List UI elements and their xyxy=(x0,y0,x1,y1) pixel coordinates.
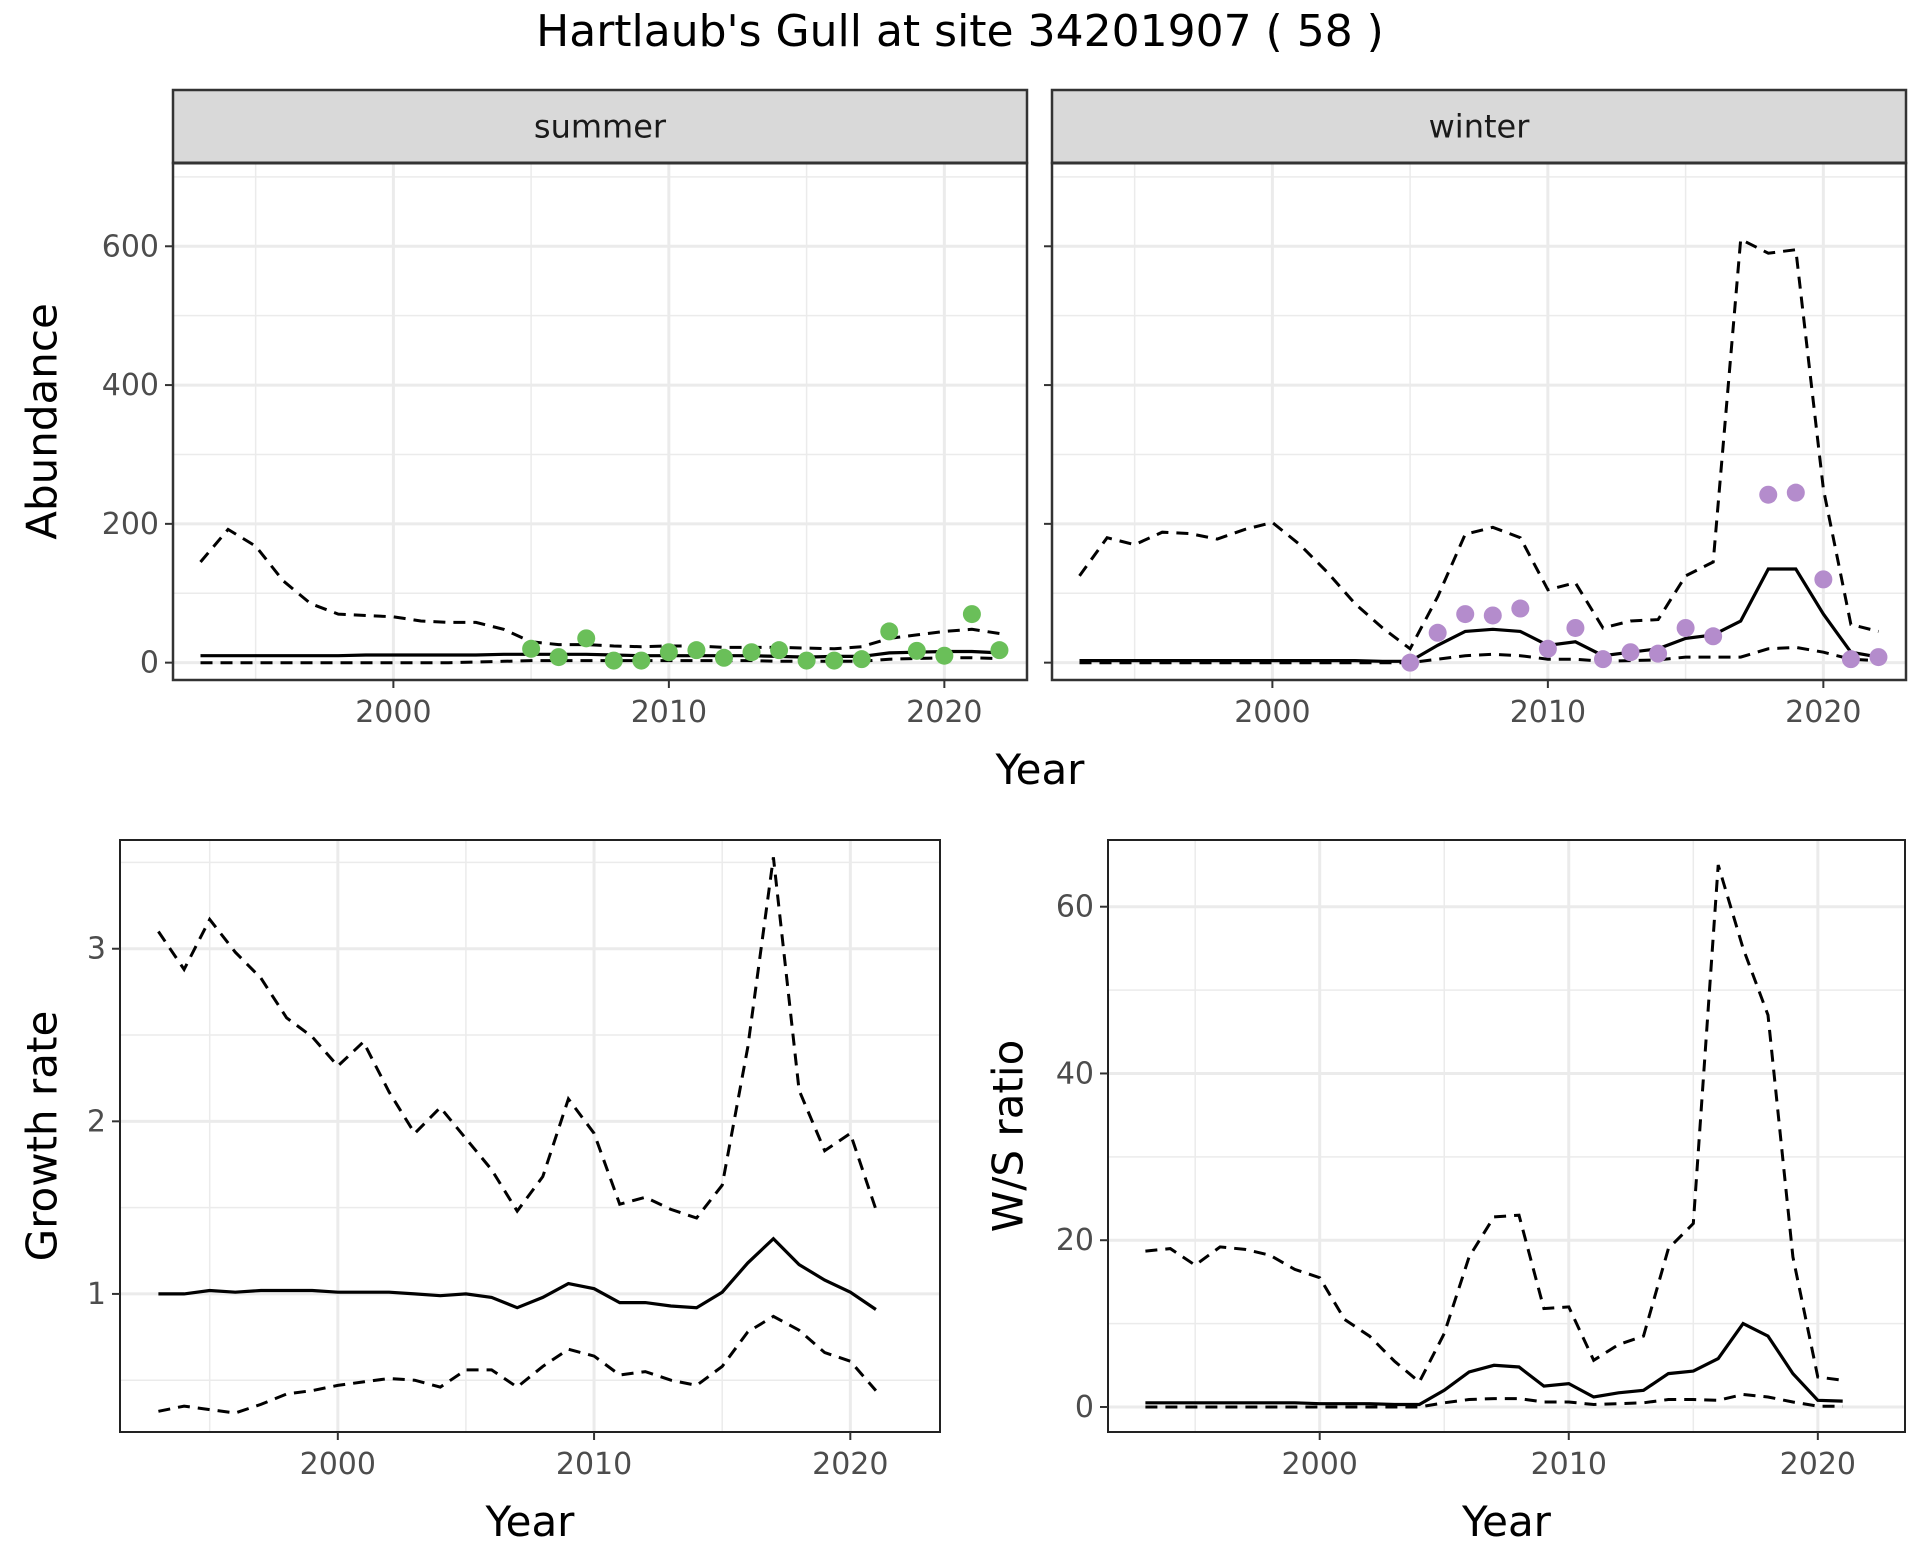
observed-point xyxy=(1841,650,1860,669)
upper-bound-line xyxy=(1078,236,1879,652)
panel-border xyxy=(1107,839,1906,1433)
observed-point xyxy=(1704,627,1723,646)
plot-background xyxy=(1052,163,1906,680)
x-tick-label: 2000 xyxy=(355,695,431,730)
y-axis-title: W/S ratio xyxy=(984,1040,1033,1233)
facet-strip-label: summer xyxy=(534,108,667,146)
observed-point xyxy=(1649,644,1668,663)
observed-point xyxy=(687,641,706,660)
y-tick-label: 200 xyxy=(102,507,159,542)
observed-point xyxy=(1593,650,1612,669)
x-tick-label: 2000 xyxy=(1234,695,1310,730)
observed-point xyxy=(659,643,678,662)
lower-bound-line xyxy=(1145,1392,1843,1409)
y-tick-label: 400 xyxy=(102,368,159,403)
estimate-line xyxy=(1079,567,1879,663)
observed-point xyxy=(604,651,623,670)
top-row-x-axis-title: Year xyxy=(995,745,1086,794)
y-axis-title: Growth rate xyxy=(18,1011,67,1262)
figure-title: Hartlaub's Gull at site 34201907 ( 58 ) xyxy=(536,6,1384,57)
upper-bound-line xyxy=(1145,864,1843,1385)
observed-point xyxy=(880,622,899,641)
y-tick-label: 1 xyxy=(87,1277,106,1312)
observed-point xyxy=(825,651,844,670)
x-tick-label: 2020 xyxy=(906,695,982,730)
observed-point xyxy=(797,651,816,670)
x-axis-title: Year xyxy=(1461,1497,1552,1546)
plot-background xyxy=(1108,840,1905,1432)
facet-strip xyxy=(171,88,1029,165)
observed-point xyxy=(1786,483,1805,502)
x-tick-label: 2010 xyxy=(631,695,707,730)
plot-background xyxy=(173,163,1027,680)
y-tick-label: 60 xyxy=(1056,890,1094,925)
estimate-line xyxy=(158,1236,877,1311)
observed-point xyxy=(1511,599,1530,618)
observed-point xyxy=(1869,648,1888,667)
x-tick-label: 2020 xyxy=(812,1447,888,1482)
observed-point xyxy=(1566,618,1585,637)
observed-point xyxy=(632,651,651,670)
observed-point xyxy=(742,643,761,662)
panel-border xyxy=(119,839,941,1433)
x-tick-label: 2010 xyxy=(1531,1447,1607,1482)
observed-point xyxy=(852,650,871,669)
observed-point xyxy=(1456,605,1475,624)
lower-bound-line xyxy=(1079,645,1879,665)
observed-point xyxy=(714,648,733,667)
growth-rate-panel: 2000 2010 2020 1 2 3 Growth rate Year xyxy=(18,839,941,1546)
y-axis-title: Abundance xyxy=(18,303,67,540)
observed-point xyxy=(1538,639,1557,658)
winter-abundance-panel: winter 2000 2010 2020 xyxy=(1044,88,1908,730)
x-axis-title: Year xyxy=(485,1497,576,1546)
estimate-line xyxy=(1145,1321,1843,1407)
observed-point xyxy=(1621,643,1640,662)
facet-strip-label: winter xyxy=(1429,108,1531,146)
observed-point xyxy=(1428,623,1447,642)
observed-point xyxy=(770,641,789,660)
x-tick-label: 2010 xyxy=(1510,695,1586,730)
observed-point xyxy=(935,646,954,665)
x-tick-label: 2020 xyxy=(1780,1447,1856,1482)
y-tick-label: 2 xyxy=(87,1104,106,1139)
y-tick-label: 600 xyxy=(102,229,159,264)
observed-point xyxy=(1814,570,1833,589)
observed-point xyxy=(1401,653,1420,672)
lower-bound-line xyxy=(158,1314,878,1415)
observed-point xyxy=(1759,485,1778,504)
observed-point xyxy=(1676,618,1695,637)
plot-background xyxy=(120,840,940,1432)
observed-point xyxy=(577,629,596,648)
observed-point xyxy=(990,641,1009,660)
x-tick-label: 2000 xyxy=(300,1447,376,1482)
upper-bound-line xyxy=(157,857,878,1220)
observed-point xyxy=(522,639,541,658)
observed-point xyxy=(549,648,568,667)
observed-point xyxy=(1483,606,1502,625)
y-tick-label: 0 xyxy=(140,646,159,681)
ws-ratio-panel: 2000 2010 2020 0 20 40 60 W/S ratio Year xyxy=(984,839,1906,1546)
upper-bound-line xyxy=(199,527,1000,651)
x-tick-label: 2020 xyxy=(1785,695,1861,730)
observed-point xyxy=(962,605,981,624)
observed-point xyxy=(907,641,926,660)
y-tick-label: 40 xyxy=(1056,1056,1094,1091)
y-tick-label: 20 xyxy=(1056,1223,1094,1258)
x-tick-label: 2010 xyxy=(556,1447,632,1482)
x-tick-label: 2000 xyxy=(1282,1447,1358,1482)
y-tick-label: 3 xyxy=(87,932,106,967)
summer-abundance-panel: summer 2000 2010 2020 0 200 400 600 Abundance xyxy=(18,88,1029,730)
y-tick-label: 0 xyxy=(1075,1390,1094,1425)
